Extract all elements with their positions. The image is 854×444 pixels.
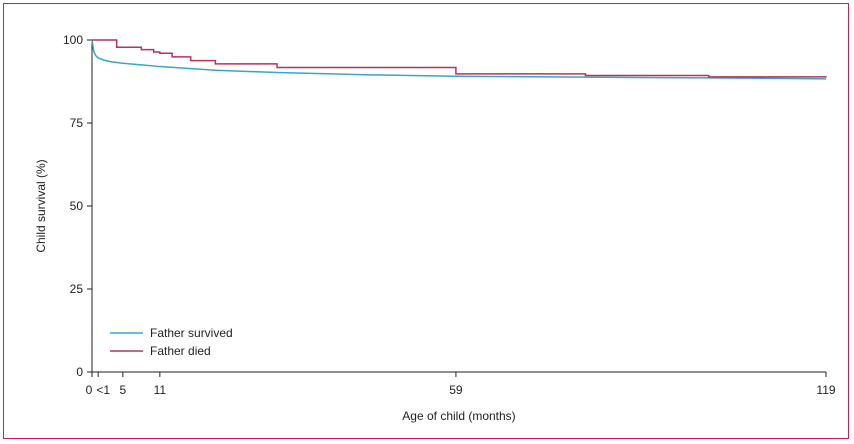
x-tick-label: <1	[96, 383, 110, 397]
legend-label: Father survived	[150, 326, 233, 340]
y-axis-title: Child survival (%)	[34, 159, 48, 252]
x-tick-label: 59	[449, 383, 463, 397]
y-tick-label: 0	[76, 365, 83, 379]
x-tick-label: 0	[86, 383, 93, 397]
axes	[91, 40, 826, 373]
series-line-father-survived	[91, 39, 827, 80]
y-ticks: 0 25 50 75 100	[63, 33, 92, 379]
x-tick-label: 5	[119, 383, 126, 397]
series-line-father-died	[92, 39, 827, 78]
legend: Father survived Father died	[110, 326, 233, 358]
legend-label: Father died	[150, 344, 211, 358]
x-axis-title: Age of child (months)	[402, 409, 515, 423]
series-layer	[91, 39, 827, 80]
x-tick-label: 119	[816, 383, 835, 397]
y-tick-label: 75	[70, 116, 84, 130]
x-ticks: 0 <1 5 11 59 119	[86, 372, 836, 397]
x-tick-label: 11	[154, 383, 167, 397]
y-tick-label: 100	[63, 33, 83, 47]
y-tick-label: 50	[70, 199, 84, 213]
y-tick-label: 25	[70, 282, 84, 296]
figure-frame	[3, 3, 849, 439]
